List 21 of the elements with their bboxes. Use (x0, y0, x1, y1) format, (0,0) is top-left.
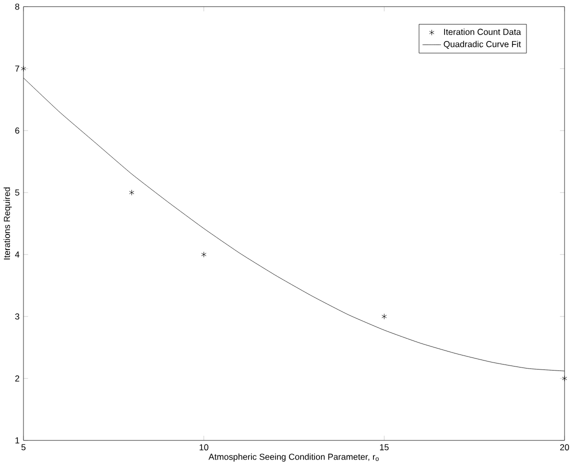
legend-label: Quadradic Curve Fit (444, 40, 521, 49)
x-tick-label: 5 (21, 444, 26, 450)
x-tick-label: 20 (560, 444, 570, 450)
y-tick-label: 8 (15, 4, 20, 10)
point (20, 66, 26, 72)
y-tick-label: 7 (15, 66, 20, 72)
y-tick-label: 6 (15, 127, 20, 134)
y-tick-label: 2 (15, 375, 20, 382)
y-tick-label: 1 (15, 437, 20, 444)
point (201, 252, 206, 258)
y-tick-label: 3 (15, 313, 20, 320)
legend-label: Iteration Count Data (444, 28, 522, 35)
point (129, 190, 134, 196)
point (382, 313, 387, 320)
x-tick-label: 10 (200, 444, 208, 450)
x-axis-title: Atmospheric Seeing Condition Parameter, r$_{o}$ (208, 453, 379, 462)
y-axis-title: Iterations Required (4, 187, 12, 260)
point (562, 375, 568, 382)
y-tick-label: 5 (15, 189, 20, 196)
x-tick-label: 15 (380, 444, 389, 450)
y-tick-label: 4 (15, 251, 20, 258)
